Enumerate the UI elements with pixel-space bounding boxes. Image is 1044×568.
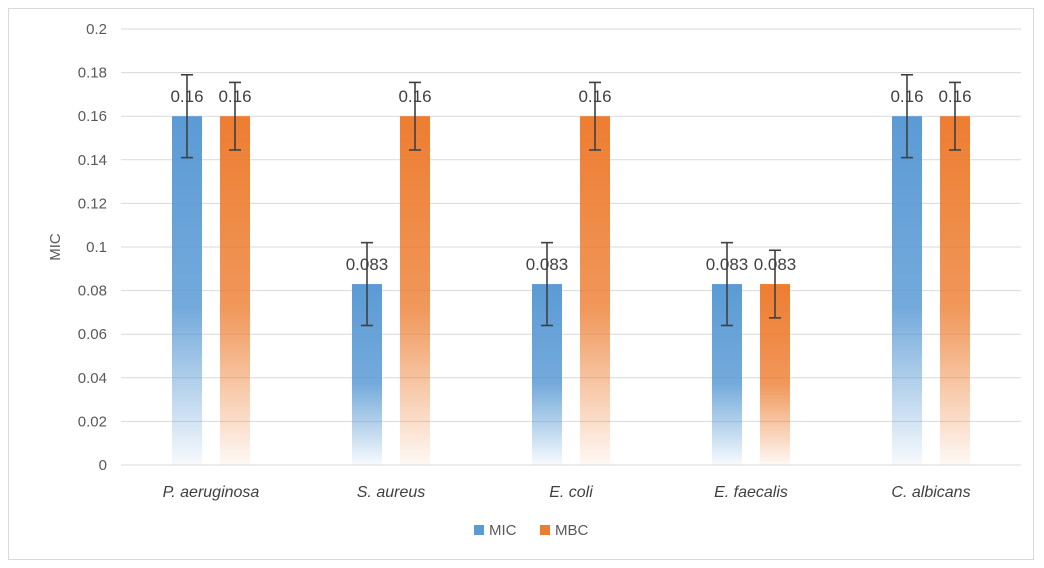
chart-frame: 0 0.02 0.04 0.06 0.08 0.1 0.12 0.14 0.16 0.18 0.2 … bbox=[8, 8, 1034, 560]
data-label: 0.083 bbox=[754, 255, 797, 274]
legend-label: MIC bbox=[489, 522, 517, 539]
data-label: 0.083 bbox=[706, 255, 749, 274]
bars bbox=[121, 116, 1021, 466]
error-bars bbox=[181, 73, 961, 327]
y-tick-label: 0.16 bbox=[78, 108, 107, 125]
y-axis-ticks: 0 0.02 0.04 0.06 0.08 0.1 0.12 0.14 0.16 0.18 0.2 bbox=[78, 21, 107, 474]
data-label: 0.16 bbox=[890, 87, 923, 106]
legend-swatch bbox=[474, 525, 484, 535]
bar-mbc bbox=[400, 116, 430, 465]
y-tick-label: 0.14 bbox=[78, 152, 107, 169]
y-tick-label: 0.12 bbox=[78, 195, 107, 212]
data-label: 0.083 bbox=[346, 255, 389, 274]
bar-mic bbox=[172, 116, 202, 465]
gridlines bbox=[121, 28, 1021, 466]
legend[interactable]: MIC MBC bbox=[474, 522, 589, 539]
bar-mbc bbox=[580, 116, 610, 465]
bar-mic bbox=[892, 116, 922, 465]
y-tick-label: 0.1 bbox=[86, 239, 107, 256]
x-category-label: S. aureus bbox=[357, 484, 425, 501]
data-label: 0.16 bbox=[578, 87, 611, 106]
data-label: 0.16 bbox=[938, 87, 971, 106]
y-tick-label: 0 bbox=[99, 457, 107, 474]
legend-item-mic[interactable]: MIC bbox=[474, 522, 517, 539]
legend-swatch bbox=[540, 525, 550, 535]
bar-mbc bbox=[940, 116, 970, 465]
y-tick-label: 0.2 bbox=[86, 21, 107, 38]
x-category-label: E. coli bbox=[549, 484, 593, 501]
data-label: 0.16 bbox=[170, 87, 203, 106]
x-category-label: E. faecalis bbox=[714, 484, 788, 501]
data-label: 0.16 bbox=[218, 87, 251, 106]
legend-item-mbc[interactable]: MBC bbox=[540, 522, 589, 539]
y-tick-label: 0.06 bbox=[78, 326, 107, 343]
data-label: 0.083 bbox=[526, 255, 569, 274]
x-category-label: C. albicans bbox=[891, 484, 970, 501]
x-category-label: P. aeruginosa bbox=[163, 484, 260, 501]
bar-mbc bbox=[220, 116, 250, 465]
y-tick-label: 0.04 bbox=[78, 370, 107, 387]
legend-label: MBC bbox=[555, 522, 589, 539]
data-labels: 0.16 0.16 0.083 0.16 0.083 0.16 0.083 0.083 0.16… bbox=[170, 87, 971, 274]
y-tick-label: 0.08 bbox=[78, 283, 107, 300]
x-axis-categories: P. aeruginosa S. aureus E. coli E. faecalis… bbox=[163, 484, 971, 501]
y-axis-title: MIC bbox=[47, 233, 64, 261]
bar-chart: 00.020.040.060.080.10.120.140.160.180.2 … bbox=[47, 21, 1021, 539]
data-label: 0.16 bbox=[398, 87, 431, 106]
y-tick-label: 0.18 bbox=[78, 65, 107, 82]
y-tick-label: 0.02 bbox=[78, 413, 107, 430]
